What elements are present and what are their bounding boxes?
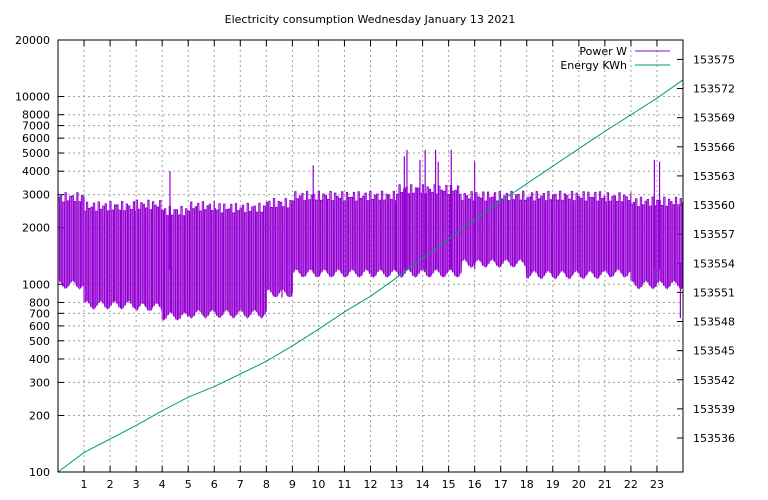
y-tick-label: 3000: [22, 189, 50, 202]
y2-tick-label: 153572: [693, 83, 735, 96]
x-tick-label: 6: [211, 478, 218, 491]
y-tick-label: 10000: [15, 91, 50, 104]
y-tick-label: 5000: [22, 147, 50, 160]
y2-tick-label: 153560: [693, 199, 735, 212]
x-tick-label: 10: [311, 478, 325, 491]
y-tick-label: 6000: [22, 132, 50, 145]
y-tick-label: 1000: [22, 278, 50, 291]
y-tick-label: 400: [29, 353, 50, 366]
y-tick-label: 2000: [22, 222, 50, 235]
series-layer: [57, 79, 684, 473]
x-tick-label: 1: [81, 478, 88, 491]
x-tick-label: 5: [185, 478, 192, 491]
x-tick-label: 23: [650, 478, 664, 491]
x-tick-label: 2: [107, 478, 114, 491]
x-tick-label: 3: [133, 478, 140, 491]
y2-tick-label: 153539: [693, 403, 735, 416]
x-tick-label: 19: [546, 478, 560, 491]
y2-tick-label: 153542: [693, 374, 735, 387]
y2-tick-label: 153575: [693, 53, 735, 66]
x-tick-label: 21: [598, 478, 612, 491]
y-tick-label: 600: [29, 320, 50, 333]
x-tick-label: 22: [624, 478, 638, 491]
tick-layer: 1 2 3 4 5 6 7 8 9 10 11 12 13 14 15 16 17 18 19 20 21 22 23100…: [15, 34, 735, 491]
y2-tick-label: 153563: [693, 170, 735, 183]
x-tick-label: 7: [237, 478, 244, 491]
x-tick-label: 17: [494, 478, 508, 491]
x-tick-label: 20: [572, 478, 586, 491]
y2-tick-label: 153569: [693, 112, 735, 125]
x-tick-label: 4: [159, 478, 166, 491]
x-tick-label: 11: [337, 478, 351, 491]
y-tick-label: 700: [29, 307, 50, 320]
energy-line: [57, 79, 684, 473]
y-tick-label: 4000: [22, 165, 50, 178]
y-tick-label: 300: [29, 376, 50, 389]
legend-label: Power W: [579, 45, 627, 58]
y-tick-label: 20000: [15, 34, 50, 47]
y2-tick-label: 153557: [693, 228, 735, 241]
y2-tick-label: 153545: [693, 345, 735, 358]
x-tick-label: 14: [416, 478, 430, 491]
legend-label: Energy KWh: [560, 59, 627, 72]
x-tick-label: 8: [263, 478, 270, 491]
power-line: [57, 184, 684, 321]
x-tick-label: 12: [364, 478, 378, 491]
y2-tick-label: 153551: [693, 286, 735, 299]
x-tick-label: 16: [468, 478, 482, 491]
y2-tick-label: 153554: [693, 257, 735, 270]
plot-frame: [57, 39, 684, 473]
y-tick-label: 8000: [22, 109, 50, 122]
y-tick-label: 100: [29, 466, 50, 479]
x-tick-label: 13: [390, 478, 404, 491]
y2-tick-label: 153566: [693, 141, 735, 154]
chart-title: Electricity consumption Wednesday Januar…: [225, 13, 516, 26]
y-tick-label: 200: [29, 409, 50, 422]
y-tick-label: 7000: [22, 120, 50, 133]
x-tick-label: 9: [289, 478, 296, 491]
x-tick-label: 18: [520, 478, 534, 491]
y-tick-label: 800: [29, 296, 50, 309]
y2-tick-label: 153548: [693, 316, 735, 329]
x-tick-label: 15: [442, 478, 456, 491]
y-tick-label: 500: [29, 335, 50, 348]
y2-tick-label: 153536: [693, 432, 735, 445]
